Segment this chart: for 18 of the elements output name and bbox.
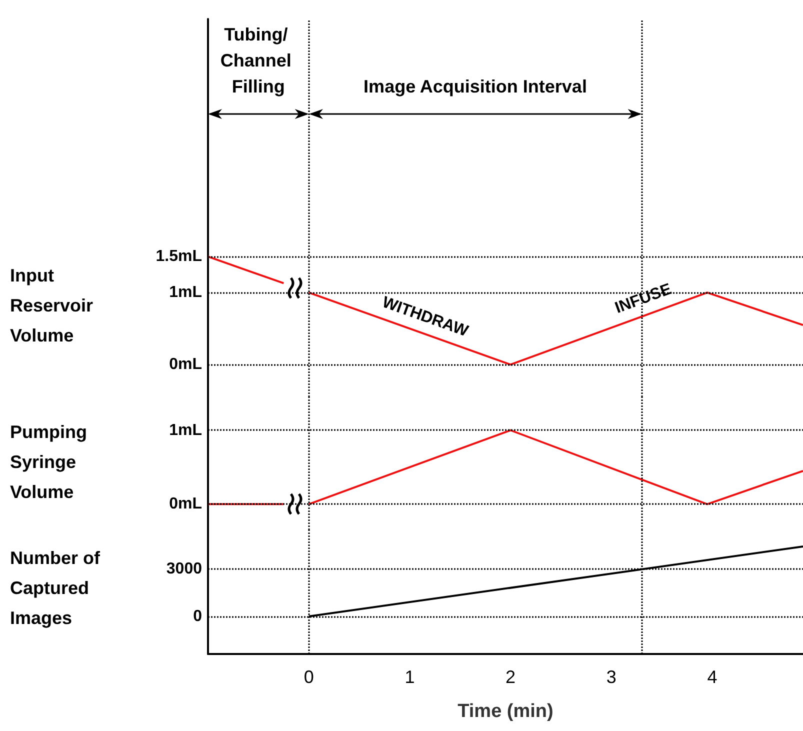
x-tick-label: 0 bbox=[304, 667, 314, 687]
y-tick-label: 0 bbox=[193, 608, 202, 625]
y-axis-title: Number of Captured Images bbox=[10, 548, 106, 628]
y-tick-label: 1mL bbox=[169, 284, 202, 302]
x-tick-label: 1 bbox=[404, 667, 415, 687]
y-axis-title: Pumping Syringe Volume bbox=[10, 422, 92, 502]
x-axis-title: Time (min) bbox=[458, 701, 554, 722]
x-tick-label: 2 bbox=[506, 667, 516, 687]
y-tick-label: 1.5mL bbox=[156, 248, 202, 266]
y-tick-label: 0mL bbox=[169, 356, 202, 374]
x-tick-label: 3 bbox=[606, 667, 616, 687]
y-tick-label: 3000 bbox=[166, 560, 202, 578]
y-tick-label: 0mL bbox=[169, 496, 202, 513]
y-axis-title: Input Reservoir Volume bbox=[10, 266, 98, 346]
x-tick-label: 4 bbox=[707, 667, 718, 687]
annotation: Tubing/ Channel Filling bbox=[220, 24, 296, 96]
y-tick-label: 1mL bbox=[169, 422, 202, 439]
annotation: Image Acquisition Interval bbox=[364, 76, 587, 96]
